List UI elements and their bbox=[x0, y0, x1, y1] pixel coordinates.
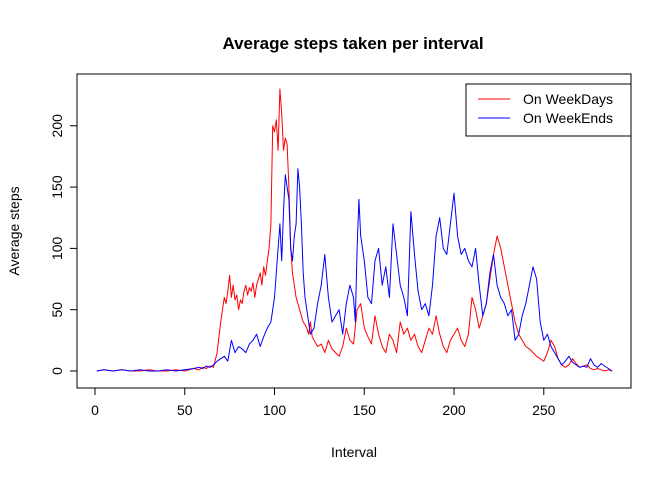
y-tick-label: 100 bbox=[49, 236, 65, 260]
series-line-weekdays bbox=[96, 88, 613, 372]
y-axis: 0 50 100 150 200 bbox=[49, 114, 78, 375]
y-tick-label: 150 bbox=[49, 175, 65, 199]
legend-label-weekends: On WeekEnds bbox=[523, 110, 613, 126]
series-layer bbox=[96, 88, 613, 372]
y-tick-label: 200 bbox=[49, 114, 65, 138]
legend: On WeekDays On WeekEnds bbox=[465, 83, 632, 137]
x-tick-label: 0 bbox=[91, 402, 99, 418]
x-tick-label: 250 bbox=[532, 402, 556, 418]
y-axis-label: Average steps bbox=[6, 186, 22, 275]
x-tick-label: 50 bbox=[177, 402, 193, 418]
y-tick-label: 50 bbox=[49, 302, 65, 318]
x-axis-label: Interval bbox=[331, 444, 377, 460]
legend-box bbox=[465, 83, 632, 137]
chart-title: Average steps taken per interval bbox=[222, 34, 483, 53]
x-tick-label: 100 bbox=[263, 402, 287, 418]
x-axis: 0 50 100 150 200 250 bbox=[91, 387, 556, 418]
x-tick-label: 150 bbox=[353, 402, 377, 418]
legend-label-weekdays: On WeekDays bbox=[523, 91, 613, 107]
y-tick-label: 0 bbox=[49, 367, 65, 375]
series-line-weekends bbox=[96, 168, 613, 372]
x-tick-label: 200 bbox=[442, 402, 466, 418]
